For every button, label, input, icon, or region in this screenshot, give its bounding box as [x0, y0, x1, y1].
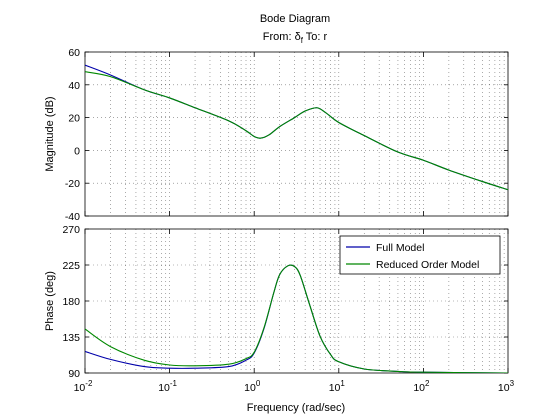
phase-y-tick-label: 135 — [62, 332, 80, 344]
phase-y-tick-label: 270 — [62, 224, 80, 236]
x-tick-label: 101 — [329, 379, 346, 394]
magnitude-frame — [84, 51, 509, 217]
magnitude-y-tick-label: -20 — [65, 178, 80, 190]
phase-y-tick-label: 225 — [62, 260, 80, 272]
x-tick-label: 100 — [244, 379, 261, 394]
magnitude-y-tick-label: 20 — [68, 113, 80, 125]
legend: Full Model Reduced Order Model — [339, 235, 501, 275]
magnitude-y-axis-label: Magnitude (dB) — [44, 96, 56, 171]
chart-title: Bode Diagram — [260, 13, 330, 25]
x-tick-label: 10-2 — [74, 379, 93, 394]
legend-label: Full Model — [376, 242, 424, 254]
x-tick-label: 103 — [498, 379, 515, 394]
magnitude-y-tick-label: 0 — [74, 145, 80, 157]
magnitude-axes: -40 -20 0 20 40 60 Magnitude (dB) — [44, 47, 509, 223]
magnitude-series-reduced-order-model — [85, 71, 508, 191]
chart-subtitle: From: δf To: r — [263, 31, 328, 45]
phase-y-tick-label: 90 — [68, 368, 80, 380]
x-tick-label: 10-1 — [158, 379, 177, 394]
phase-series-reduced-order-model — [85, 264, 508, 373]
phase-y-axis-label: Phase (deg) — [44, 271, 56, 331]
x-tick-label: 102 — [413, 379, 430, 394]
magnitude-y-tick-label: 40 — [68, 80, 80, 92]
magnitude-y-tick-label: 60 — [68, 47, 80, 59]
legend-box — [339, 235, 501, 275]
magnitude-y-tick-label: -40 — [65, 211, 80, 223]
phase-axes: 90 135 180 225 270 10-2 10-1 100 101 102 103 Phase … — [44, 224, 515, 394]
legend-label: Reduced Order Model — [376, 259, 479, 271]
phase-y-tick-label: 180 — [62, 296, 80, 308]
x-axis-label: Frequency (rad/sec) — [247, 402, 345, 414]
